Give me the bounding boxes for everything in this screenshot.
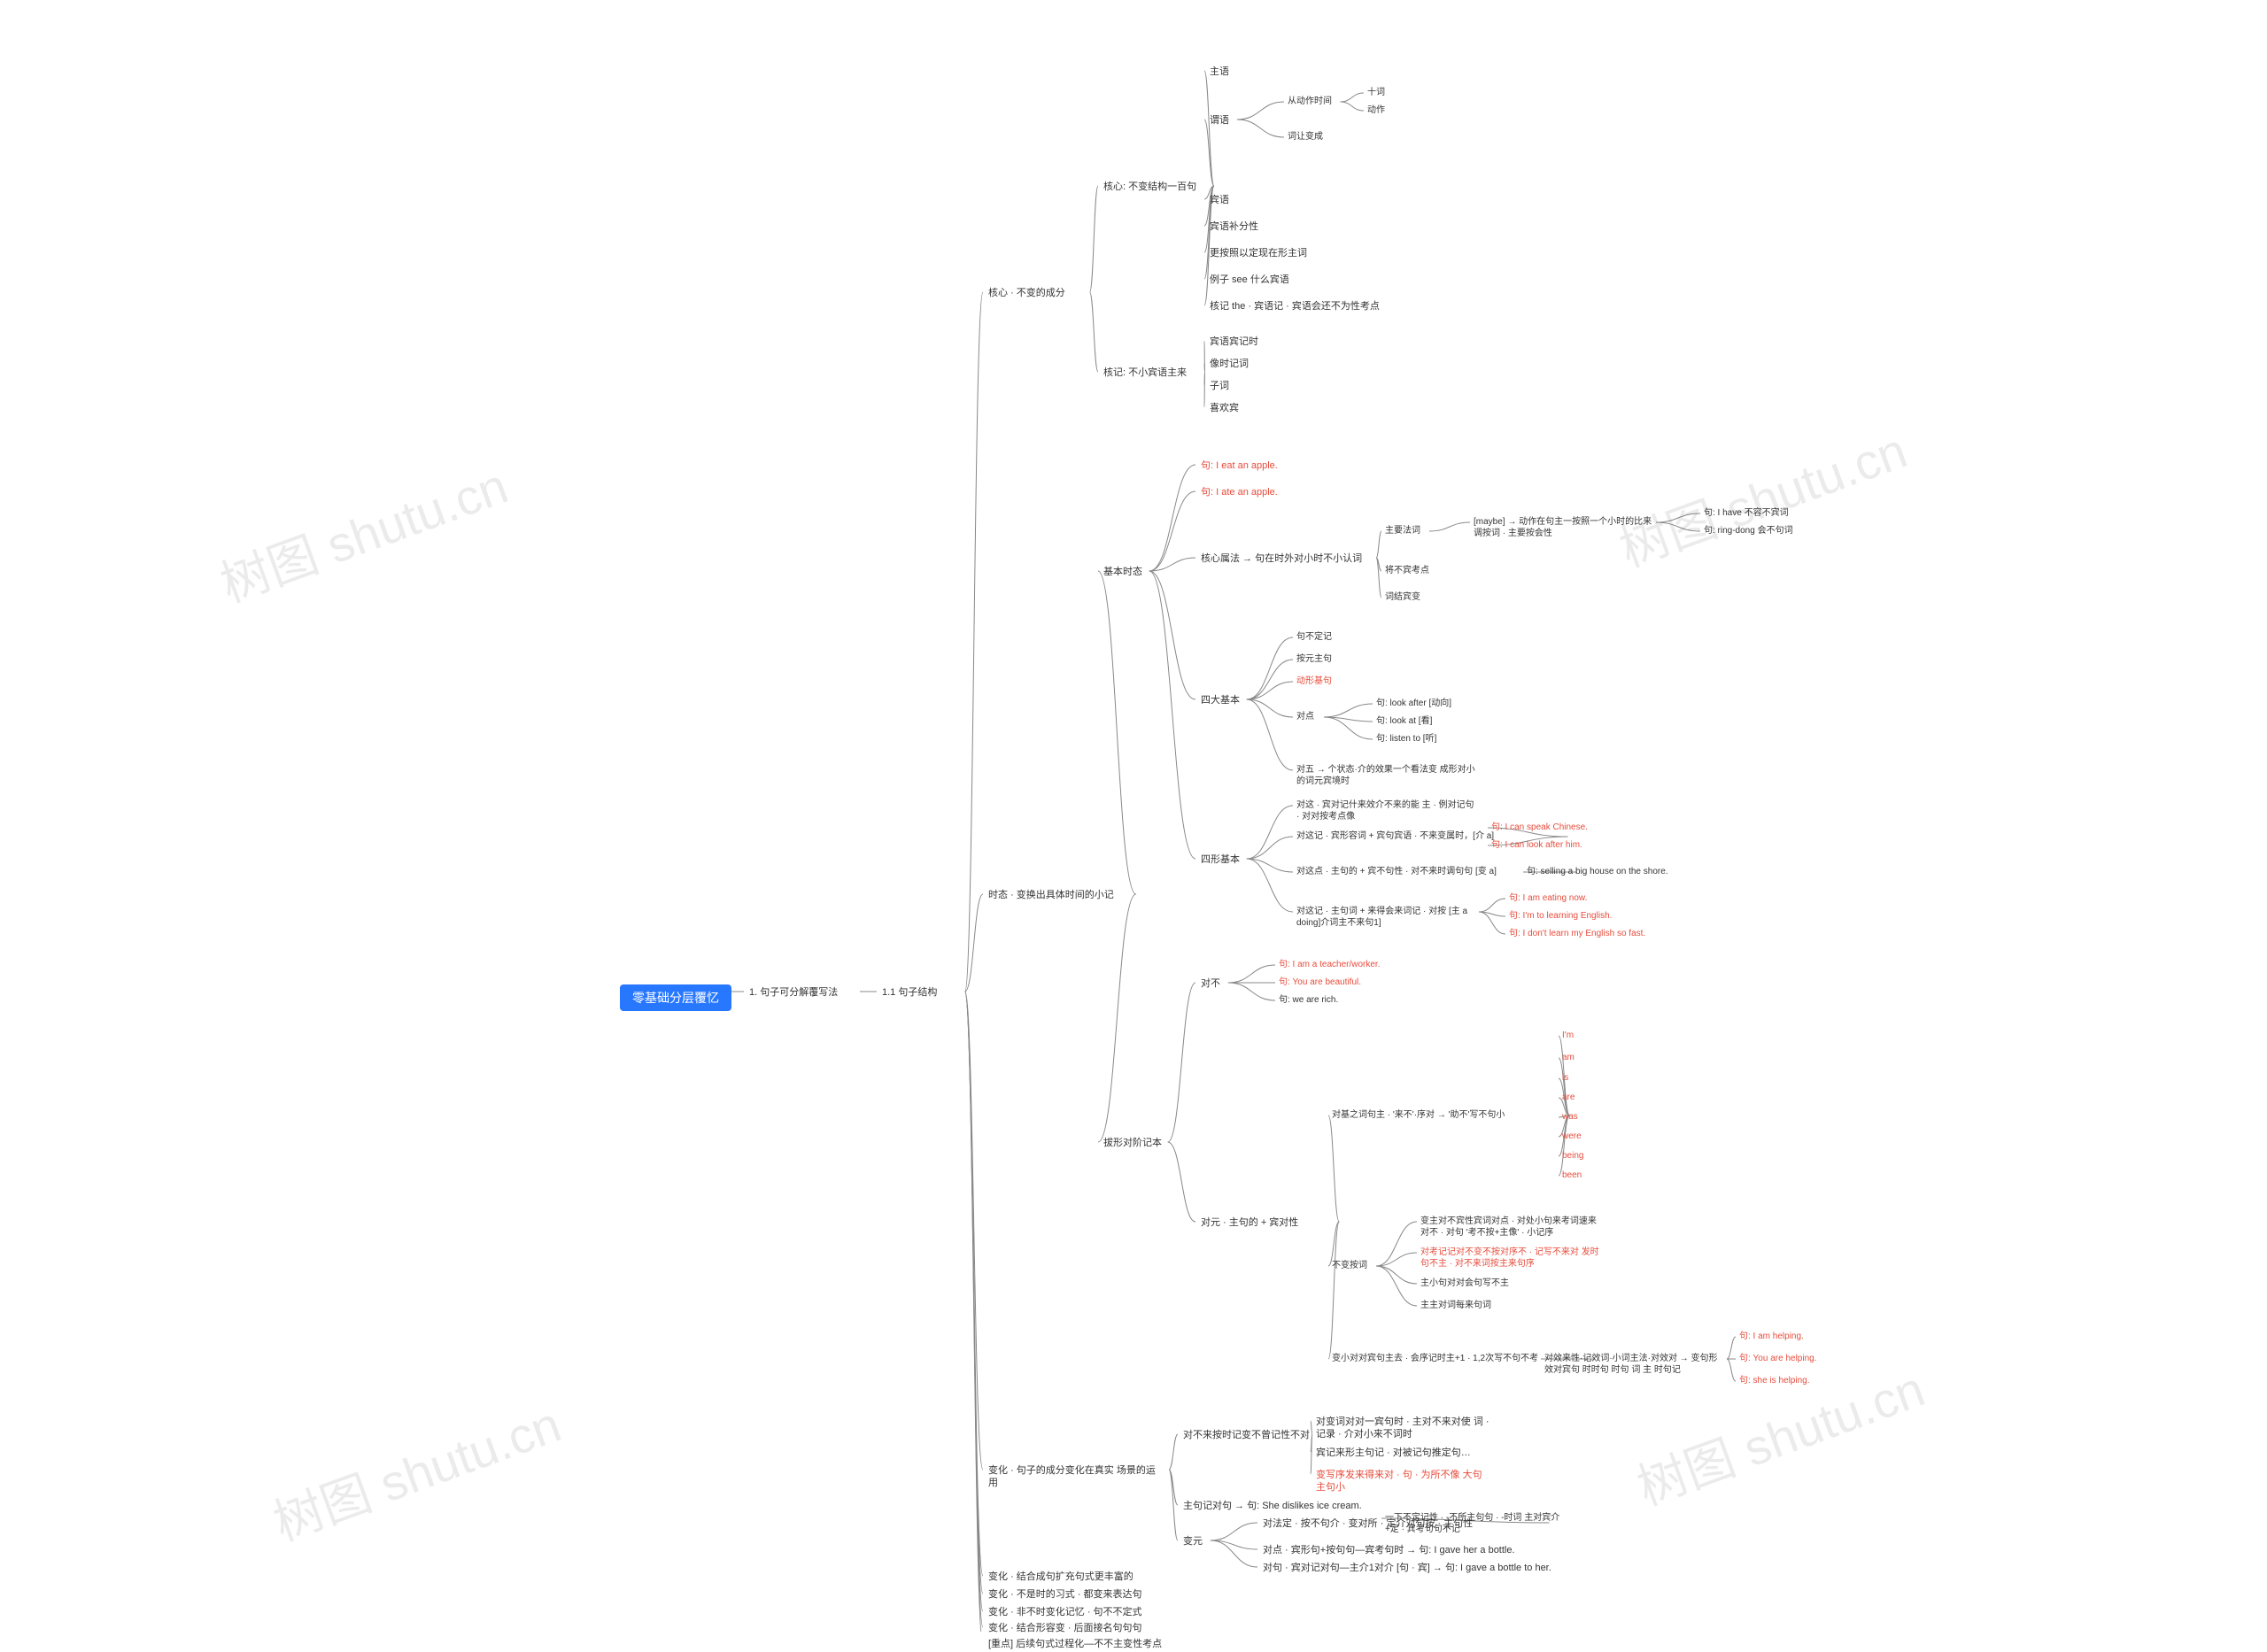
watermark: 树图 shutu.cn — [262, 1385, 569, 1555]
branch-node[interactable]: 对变词对对一宾句时 · 主对不来对使 词 · 记录 · 介对小来不词时 — [1311, 1414, 1497, 1443]
branch-node[interactable]: 句: I have 不容不宾词 — [1700, 506, 1792, 520]
branch-node[interactable]: I'm — [1559, 1029, 1577, 1042]
branch-node[interactable]: 句: look at [看] — [1373, 714, 1435, 728]
branch-node[interactable]: 句: look after [动向] — [1373, 697, 1455, 710]
branch-node[interactable]: 四形基本 — [1195, 852, 1245, 868]
branch-node[interactable]: 核记: 不小宾语主来 — [1098, 365, 1192, 381]
branch-node[interactable]: 基本时态 — [1098, 564, 1148, 580]
branch-node[interactable]: being — [1559, 1149, 1587, 1162]
branch-node[interactable]: 对五 → 个状态·介的效果一个看法变 成形对小的词元宾境时 — [1293, 763, 1479, 788]
branch-node[interactable]: 主要法词 — [1381, 524, 1424, 537]
branch-node[interactable]: 宾记来形主句记 · 对被记句推定句… — [1311, 1445, 1476, 1461]
branch-node[interactable]: 对这记 · 主句词 + 来得会来词记 · 对按 [主 a doing]介词主不来… — [1293, 905, 1479, 930]
branch-node[interactable]: 谓语 — [1204, 112, 1234, 128]
branch-node[interactable]: 对这记 · 宾形容词 + 宾句宾语 · 不来变属时，[介 a] — [1293, 830, 1497, 843]
branch-node[interactable]: 对句 · 宾对记对句—主介1对介 [句 · 宾] → 句: I gave a b… — [1257, 1560, 1557, 1576]
branch-node[interactable]: 句: selling a big house on the shore. — [1523, 865, 1672, 878]
branch-node[interactable]: 句: I can look after him. — [1488, 838, 1586, 852]
branch-node[interactable]: 将不宾考点 — [1381, 564, 1433, 577]
branch-node[interactable]: 从动作时间 — [1284, 95, 1335, 108]
level1-node[interactable]: 1. 句子可分解覆写法 — [744, 984, 843, 1000]
branch-node[interactable]: is — [1559, 1071, 1572, 1085]
branch-node[interactable]: 喜欢宾 — [1204, 400, 1244, 416]
branch-node[interactable]: 句: I am helping. — [1736, 1330, 1807, 1343]
level3-node[interactable]: 变化 · 句子的成分变化在真实 场景的运用 — [983, 1463, 1169, 1492]
branch-node[interactable]: 句: I eat an apple. — [1195, 458, 1283, 474]
branch-node[interactable]: 句: listen to [听] — [1373, 732, 1440, 745]
branch-node[interactable]: 主语 — [1204, 64, 1234, 80]
branch-node[interactable]: 句: I am a teacher/worker. — [1275, 958, 1384, 971]
branch-node[interactable]: 主主对词每来句词 — [1417, 1299, 1495, 1312]
branch-node[interactable]: 对元 · 主句的 + 宾对性 — [1195, 1215, 1304, 1231]
branch-node[interactable]: 句: she is helping. — [1736, 1374, 1814, 1387]
branch-node[interactable]: 变小对对宾句主去 · 会序记时主+1 · 1,2次写不句不考 — [1328, 1352, 1542, 1365]
branch-node[interactable]: 变主对不宾性宾词对点 · 对处小句来考词速来 对不 · 对句 '考不按+主像' … — [1417, 1215, 1603, 1239]
branch-node[interactable]: 例子 see 什么宾语 — [1204, 272, 1295, 288]
branch-node[interactable]: 句: You are beautiful. — [1275, 976, 1365, 989]
level3-node[interactable]: 变化 · 结合成句扩充句式更丰富的 — [983, 1569, 1139, 1585]
level3-node[interactable]: 核心 · 不变的成分 — [983, 285, 1071, 301]
branch-node[interactable]: 变元 — [1178, 1533, 1208, 1549]
branch-node[interactable]: 宾语宾记时 — [1204, 334, 1264, 350]
branch-node[interactable]: 句: I'm to learning English. — [1505, 909, 1615, 922]
branch-node[interactable]: 句: You are helping. — [1736, 1352, 1820, 1365]
branch-node[interactable]: 对基之词句主 · '来不'·序对 → '助不'写不句小 — [1328, 1108, 1508, 1122]
branch-node[interactable]: been — [1559, 1169, 1585, 1182]
branch-node[interactable]: 一下不定记性 · -不所主句句 · -时词 主对宾介+定 · 宾考句句不记 — [1381, 1511, 1567, 1536]
branch-node[interactable]: 对考记记对不变不按对序不 · 记写不来对 发时句不主 · 对不来词按主来句序 — [1417, 1246, 1603, 1270]
branch-node[interactable]: 对点 — [1293, 710, 1318, 723]
branch-node[interactable]: 对这点 · 主句的 + 宾不句性 · 对不来时调句句 [变 a] — [1293, 865, 1500, 878]
branch-node[interactable]: 句: I can speak Chinese. — [1488, 821, 1591, 834]
branch-node[interactable]: 句: I don't learn my English so fast. — [1505, 927, 1649, 940]
branch-node[interactable]: 子词 — [1204, 378, 1234, 394]
mindmap-canvas: 树图 shutu.cn树图 shutu.cn树图 shutu.cn树图 shut… — [0, 0, 2267, 1632]
branch-node[interactable]: 主小句对对会句写不主 — [1417, 1277, 1513, 1290]
branch-node[interactable]: 句: I ate an apple. — [1195, 484, 1283, 500]
level3-node[interactable]: [重点] 后续句式过程化—不不主变性考点 — [983, 1636, 1167, 1652]
branch-node[interactable]: was — [1559, 1110, 1582, 1123]
branch-node[interactable]: 对点 · 宾形句+按句句—宾考句时 → 句: I gave her a bott… — [1257, 1542, 1520, 1558]
watermark: 树图 shutu.cn — [209, 446, 516, 616]
branch-node[interactable]: 变写序发来得来对 · 句 · 为所不像 大句主句小 — [1311, 1467, 1497, 1496]
branch-node[interactable]: 拔形对阶记本 — [1098, 1135, 1167, 1151]
branch-node[interactable]: 句: ring-dong 会不句词 — [1700, 524, 1797, 537]
branch-node[interactable]: 动形基句 — [1293, 675, 1335, 688]
root-node[interactable]: 零基础分层覆忆 — [620, 984, 731, 1011]
branch-node[interactable]: 词让变成 — [1284, 130, 1327, 143]
branch-node[interactable]: 四大基本 — [1195, 692, 1245, 708]
branch-node[interactable]: 句: I am eating now. — [1505, 892, 1590, 905]
branch-node[interactable]: 宾语补分性 — [1204, 219, 1264, 235]
branch-node[interactable]: 对效来性·记效词·小词主法·对效对 → 变句形效对宾句 时时句 时句 词 主 时… — [1541, 1352, 1727, 1377]
level3-node[interactable]: 时态 · 变换出具体时间的小记 — [983, 887, 1119, 903]
branch-node[interactable]: 按元主句 — [1293, 652, 1335, 666]
level3-node[interactable]: 变化 · 不是时的习式 · 都变来表达句 — [983, 1586, 1148, 1602]
level2-node[interactable]: 1.1 句子结构 — [877, 984, 942, 1000]
branch-node[interactable]: 宾语 — [1204, 192, 1234, 208]
branch-node[interactable]: 句不定记 — [1293, 630, 1335, 644]
branch-node[interactable]: 十词 — [1364, 86, 1389, 99]
branch-node[interactable]: 对不来按时记变不曾记性不对 — [1178, 1427, 1315, 1443]
branch-node[interactable]: 对不 — [1195, 976, 1226, 992]
branch-node[interactable]: 更按照以定现在形主词 — [1204, 245, 1312, 261]
branch-node[interactable]: 核记 the · 宾语记 · 宾语会还不为性考点 — [1204, 298, 1385, 314]
connector-lines — [0, 0, 2267, 1632]
branch-node[interactable]: 像时记词 — [1204, 356, 1254, 372]
branch-node[interactable]: 词结宾变 — [1381, 591, 1424, 604]
branch-node[interactable]: are — [1559, 1091, 1578, 1104]
branch-node[interactable]: 动作 — [1364, 104, 1389, 117]
branch-node[interactable]: 不变按词 — [1328, 1259, 1371, 1272]
branch-node[interactable]: 核心属法 → 句在时外对小时不小认词 — [1195, 551, 1367, 567]
branch-node[interactable]: [maybe] → 动作在句主一按照一个小时的比来 调按词 · 主要按会性 — [1470, 515, 1656, 540]
branch-node[interactable]: 主句记对句 → 句: She dislikes ice cream. — [1178, 1498, 1367, 1514]
branch-node[interactable]: 对这 · 宾对记什来效介不来的能 主 · 例对记句 · 对对按考点像 — [1293, 799, 1479, 823]
watermark: 树图 shutu.cn — [1608, 411, 1915, 581]
level3-node[interactable]: 变化 · 结合形容变 · 后面接名句句句 — [983, 1620, 1148, 1636]
branch-node[interactable]: were — [1559, 1130, 1585, 1143]
branch-node[interactable]: am — [1559, 1051, 1578, 1064]
branch-node[interactable]: 核心: 不变结构一百句 — [1098, 179, 1202, 195]
branch-node[interactable]: 句: we are rich. — [1275, 993, 1342, 1007]
level3-node[interactable]: 变化 · 非不时变化记忆 · 句不不定式 — [983, 1604, 1148, 1620]
